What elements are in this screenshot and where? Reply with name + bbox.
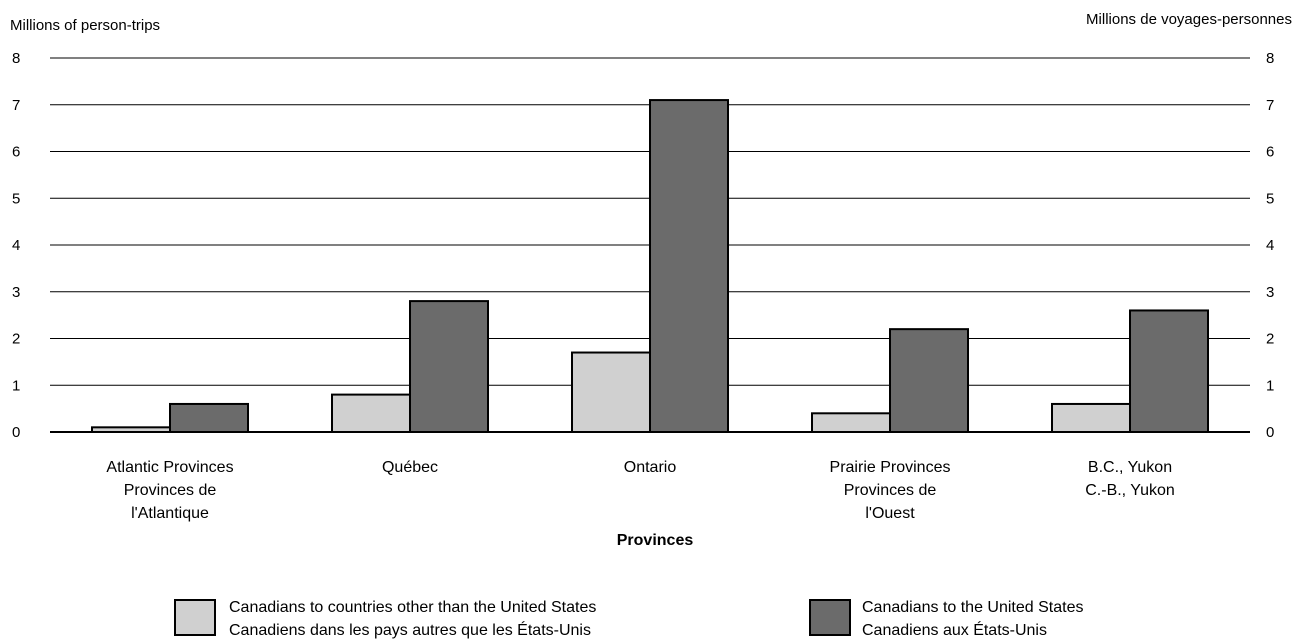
bar-united-states	[889, 328, 969, 433]
x-axis-title: Provinces	[617, 532, 694, 549]
y-tick-label-right: 2	[1266, 331, 1274, 348]
x-tick-label: Prairie Provinces	[830, 459, 951, 476]
y-tick-label-left: 8	[12, 50, 20, 67]
y-axis-label-right: Millions de voyages-personnes	[1086, 11, 1292, 28]
y-tick-label-left: 6	[12, 144, 20, 161]
y-tick-label-left: 5	[12, 190, 20, 207]
legend: Canadians to countries other than the Un…	[174, 599, 1083, 639]
x-tick-label: Atlantic Provinces	[106, 459, 233, 476]
y-tick-label-right: 3	[1266, 284, 1274, 301]
x-tick-label: l'Atlantique	[131, 505, 209, 522]
bar-other-countries	[571, 351, 651, 433]
y-tick-label-left: 1	[12, 377, 20, 394]
y-tick-label-right: 0	[1266, 424, 1274, 441]
legend-swatch	[174, 599, 216, 636]
x-tick-label: B.C., Yukon	[1088, 459, 1172, 476]
bar-other-countries	[331, 393, 411, 434]
legend-label-fr: Canadiens dans les pays autres que les É…	[229, 620, 591, 639]
bar-other-countries	[1051, 402, 1131, 434]
y-tick-label-right: 6	[1266, 144, 1274, 161]
legend-label-fr: Canadiens aux États-Unis	[862, 620, 1047, 639]
x-tick-label: Provinces de	[844, 482, 937, 499]
x-tick-label: l'Ouest	[865, 505, 915, 522]
y-tick-label-right: 1	[1266, 377, 1274, 394]
legend-label: Canadians to countries other than the Un…	[229, 599, 596, 616]
y-tick-label-left: 7	[12, 97, 20, 114]
legend-label: Canadians to the United States	[862, 599, 1083, 616]
bar-united-states	[649, 99, 729, 433]
x-tick-label: C.-B., Yukon	[1085, 482, 1175, 499]
y-tick-label-left: 2	[12, 331, 20, 348]
x-tick-label: Provinces de	[124, 482, 217, 499]
bar-other-countries	[811, 412, 891, 433]
x-axis-category-labels: Atlantic Provinces Provinces de l'Atlantiq…	[106, 459, 1174, 522]
y-tick-label-right: 5	[1266, 190, 1274, 207]
y-tick-label-left: 4	[12, 237, 20, 254]
x-tick-label: Québec	[382, 459, 438, 476]
legend-swatch	[809, 599, 851, 636]
bar-united-states	[169, 402, 249, 434]
y-axis-label-left: Millions of person-trips	[10, 17, 160, 34]
y-axis-ticks-right: 0 1 2 3 4 5 6 7 8	[1266, 50, 1274, 441]
y-tick-label-left: 3	[12, 284, 20, 301]
y-tick-label-right: 7	[1266, 97, 1274, 114]
bars	[91, 99, 1209, 434]
y-tick-label-left: 0	[12, 424, 20, 441]
y-axis-ticks-left: 0 1 2 3 4 5 6 7 8	[12, 50, 20, 441]
y-tick-label-right: 4	[1266, 237, 1274, 254]
bar-united-states	[1129, 309, 1209, 434]
y-tick-label-right: 8	[1266, 50, 1274, 67]
bar-united-states	[409, 300, 489, 433]
x-tick-label: Ontario	[624, 459, 677, 476]
